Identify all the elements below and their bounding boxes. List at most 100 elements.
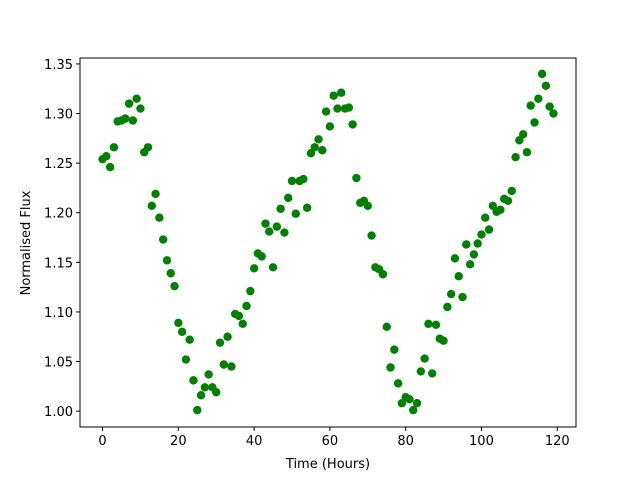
point	[363, 201, 372, 210]
point	[280, 228, 289, 237]
point	[265, 227, 274, 236]
axes-frame	[79, 57, 577, 428]
point	[246, 286, 255, 296]
point	[189, 376, 198, 385]
point	[314, 135, 323, 144]
point	[242, 301, 251, 311]
point	[155, 213, 164, 222]
point	[147, 201, 157, 210]
y-axis-label: Normalised Flux	[19, 190, 34, 295]
x-tick-label: 100	[469, 434, 494, 449]
point	[234, 311, 244, 321]
point	[302, 203, 312, 212]
point	[416, 367, 426, 376]
point	[439, 336, 448, 345]
point	[431, 320, 441, 330]
point	[337, 88, 346, 97]
point	[390, 345, 399, 354]
point	[132, 94, 141, 103]
point	[196, 391, 206, 400]
point	[333, 104, 342, 113]
point	[109, 143, 119, 152]
point	[378, 270, 388, 279]
point	[193, 405, 202, 415]
point	[511, 152, 520, 162]
point	[488, 201, 498, 210]
point	[530, 118, 539, 127]
point	[162, 256, 172, 265]
point	[287, 176, 297, 186]
point	[352, 173, 361, 183]
point	[537, 69, 547, 79]
point	[382, 322, 391, 332]
point	[257, 252, 266, 261]
point	[465, 260, 475, 269]
point	[515, 136, 524, 145]
point	[484, 225, 494, 234]
y-tick-label: 1.20	[44, 207, 73, 222]
point	[261, 219, 270, 228]
point	[325, 122, 335, 131]
point	[219, 360, 228, 369]
point	[212, 388, 221, 397]
point	[462, 240, 471, 249]
point	[204, 370, 213, 379]
point	[215, 338, 225, 347]
x-tick-label: 60	[322, 434, 339, 449]
y-tick-label: 1.25	[44, 157, 73, 172]
point	[151, 189, 160, 199]
y-tick-label: 1.00	[44, 405, 73, 420]
point	[420, 354, 429, 363]
point	[545, 102, 554, 111]
point	[458, 292, 467, 302]
point	[409, 405, 418, 415]
point	[249, 264, 259, 273]
point	[321, 107, 331, 116]
point	[329, 91, 338, 100]
point	[105, 162, 115, 172]
point	[496, 205, 505, 214]
point	[128, 116, 138, 125]
point	[443, 302, 452, 312]
point	[166, 269, 175, 278]
point	[174, 318, 183, 328]
x-tick-label: 40	[246, 434, 263, 449]
x-tick-label: 80	[397, 434, 414, 449]
point	[348, 120, 357, 129]
point	[124, 99, 134, 108]
point	[477, 230, 486, 239]
point	[181, 355, 191, 364]
point	[454, 272, 463, 281]
y-tick-label: 1.15	[44, 256, 73, 271]
point	[170, 281, 179, 291]
point	[469, 250, 479, 259]
point	[522, 148, 532, 157]
point	[299, 174, 308, 184]
point	[386, 363, 395, 372]
point	[318, 146, 327, 155]
point	[200, 383, 210, 392]
point	[507, 186, 516, 196]
point	[549, 109, 558, 118]
point	[306, 149, 316, 158]
point	[268, 263, 278, 272]
point	[276, 204, 285, 213]
point	[397, 398, 407, 408]
point	[503, 196, 513, 206]
y-tick-label: 1.10	[44, 306, 73, 321]
point	[473, 239, 482, 248]
point	[102, 152, 111, 161]
point	[412, 398, 422, 408]
point	[121, 114, 130, 123]
point	[177, 327, 187, 336]
y-tick-label: 1.05	[44, 356, 73, 371]
point	[481, 213, 490, 222]
point	[424, 319, 433, 329]
point	[367, 231, 376, 240]
point	[518, 130, 528, 139]
point	[344, 103, 354, 112]
point	[310, 143, 319, 152]
x-tick-label: 0	[98, 434, 106, 449]
point	[450, 254, 460, 263]
